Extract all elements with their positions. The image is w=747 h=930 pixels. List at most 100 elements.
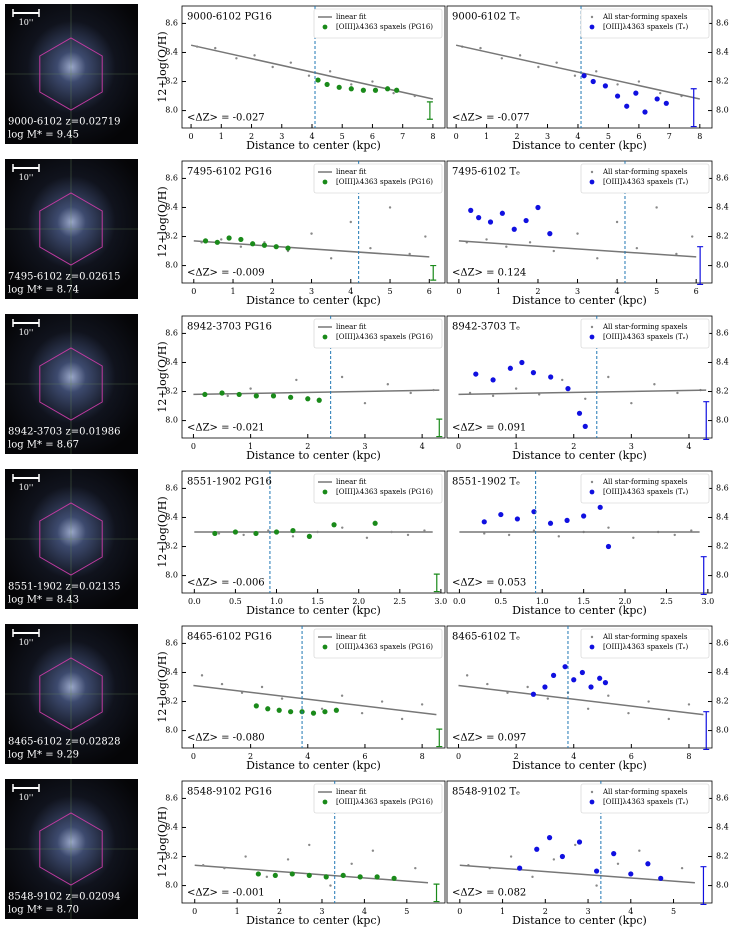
ifu-footprint	[39, 502, 103, 576]
sf-spaxel-point	[360, 711, 364, 715]
sf-spaxel-point	[217, 532, 221, 535]
y-tick-label: 8.0	[165, 261, 178, 270]
x-tick-label: 4	[309, 132, 314, 141]
spaxel-point	[611, 851, 617, 857]
sf-spaxel-point	[310, 232, 313, 235]
y-tick-label: 8.2	[716, 852, 729, 861]
sf-spaxel-point	[365, 536, 369, 540]
spaxel-point	[236, 391, 242, 398]
x-tick-label: 6	[694, 287, 699, 296]
x-tick-label: 0.0	[188, 597, 201, 606]
x-tick-label: 2	[305, 442, 310, 451]
sf-spaxel-point	[616, 862, 620, 865]
spaxel-point	[324, 81, 330, 88]
spaxel-point	[391, 875, 397, 881]
sf-spaxel-point	[667, 717, 670, 721]
sf-spaxel-point	[505, 245, 508, 248]
y-tick-label: 8.0	[716, 881, 729, 890]
sf-spaxel-point	[616, 83, 619, 86]
sf-spaxel-point	[424, 235, 427, 238]
spaxel-point	[394, 87, 400, 93]
x-tick-label: 4	[571, 752, 576, 761]
sf-spaxel-point	[607, 375, 610, 379]
galaxy-label: 8465-6102 z=0.02828	[8, 737, 120, 748]
sf-spaxel-point	[386, 383, 390, 386]
error-bar	[430, 264, 437, 281]
sf-spaxel-point	[341, 526, 344, 529]
x-axis-label: Distance to center (kpc)	[512, 139, 647, 152]
legend-label: [OIII]λ4363 spaxels (Tₑ)	[603, 488, 688, 496]
x-axis-label: Distance to center (kpc)	[512, 914, 647, 927]
sf-spaxel-point	[638, 849, 641, 852]
delta-z: <ΔZ> = 0.082	[452, 888, 526, 899]
spaxel-point	[202, 238, 209, 244]
y-tick-label: 8.6	[165, 638, 178, 647]
x-tick-label: 0.5	[494, 597, 507, 606]
spaxel-point	[261, 242, 268, 248]
legend-label: linear fit	[336, 633, 367, 641]
spaxel-point	[333, 707, 339, 713]
sf-spaxel-point	[630, 401, 633, 405]
legend-swatch	[589, 644, 595, 650]
sf-spaxel-point	[214, 46, 217, 50]
x-tick-label: 0	[189, 132, 194, 141]
galaxy-mass: log M* = 9.29	[8, 750, 79, 761]
legend-swatch	[589, 179, 595, 185]
spaxel-point	[250, 241, 256, 247]
x-tick-label: 1.5	[577, 597, 590, 606]
x-tick-label: 5	[654, 287, 659, 296]
x-tick-label: 0	[192, 907, 197, 916]
delta-z: <ΔZ> = 0.124	[452, 268, 526, 279]
legend-swatch	[590, 325, 594, 329]
x-tick-label: 3	[545, 132, 550, 141]
y-tick-label: 8.6	[165, 18, 178, 27]
sf-spaxel-point	[220, 238, 223, 241]
legend-label: All star-forming spaxels	[602, 788, 688, 796]
sf-spaxel-point	[371, 849, 375, 852]
spaxel-point	[624, 103, 630, 109]
sf-spaxel-point	[200, 241, 203, 244]
legend-label: [OIII]λ4363 spaxels (PG16)	[336, 798, 433, 806]
scale-label: 10''	[19, 328, 34, 337]
x-axis-label: Distance to center (kpc)	[246, 914, 381, 927]
sf-spaxel-point	[675, 252, 678, 256]
spaxel-point	[645, 861, 651, 867]
spaxel-point	[212, 530, 218, 537]
spaxel-point	[273, 244, 279, 250]
galaxy-mass: log M* = 8.74	[8, 285, 79, 296]
x-tick-label: 7	[667, 132, 672, 141]
sf-spaxel-point	[491, 394, 495, 398]
y-tick-label: 8.2	[165, 387, 178, 396]
sf-spaxel-point	[363, 401, 367, 405]
x-tick-label: 2	[535, 287, 540, 296]
sf-spaxel-point	[400, 717, 404, 721]
spaxel-point	[517, 865, 523, 871]
spaxel-point	[336, 84, 342, 90]
legend-label: linear fit	[336, 478, 367, 486]
ifu-footprint	[39, 37, 103, 111]
legend-box	[313, 473, 443, 504]
legend-label: [OIII]λ4363 spaxels (PG16)	[336, 488, 433, 496]
y-tick-label: 8.2	[716, 77, 729, 86]
spaxel-point	[576, 410, 583, 416]
legend-swatch	[589, 799, 595, 805]
sf-spaxel-point	[420, 703, 424, 706]
x-tick-label: 1	[219, 132, 224, 141]
panel-title: 8551-1902 PG16	[187, 477, 272, 488]
x-tick-label: 1	[496, 287, 501, 296]
sf-spaxel-point	[483, 532, 486, 535]
delta-z: <ΔZ> = 0.053	[452, 578, 526, 589]
legend-label: linear fit	[336, 323, 367, 331]
sf-spaxel-point	[635, 246, 639, 250]
spaxel-point	[564, 517, 570, 523]
sf-spaxel-point	[308, 843, 311, 847]
x-tick-label: 2	[270, 287, 275, 296]
spaxel-point	[288, 394, 294, 400]
y-tick-label: 8.6	[165, 483, 178, 492]
spaxel-point	[372, 87, 379, 93]
spaxel-point	[546, 835, 553, 841]
y-tick-label: 8.0	[716, 416, 729, 425]
x-tick-label: 3	[362, 442, 367, 451]
y-tick-label: 8.4	[165, 357, 178, 366]
